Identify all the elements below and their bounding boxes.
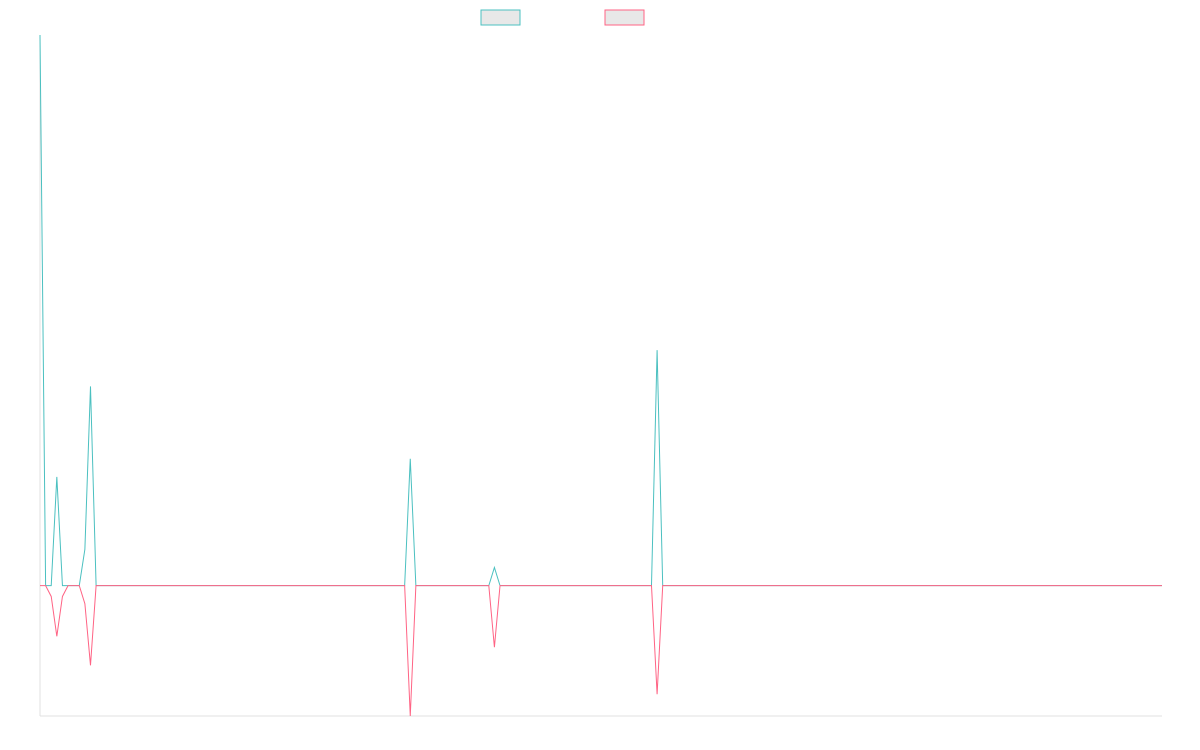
axes: [39, 35, 1162, 717]
legend: [480, 9, 645, 26]
legend-swatch-series-2[interactable]: [604, 9, 645, 26]
series-layer: [39, 34, 1162, 717]
legend-swatch-series-1[interactable]: [480, 9, 521, 26]
series-line-2: [40, 585, 1162, 717]
series-line-1: [39, 34, 1162, 587]
